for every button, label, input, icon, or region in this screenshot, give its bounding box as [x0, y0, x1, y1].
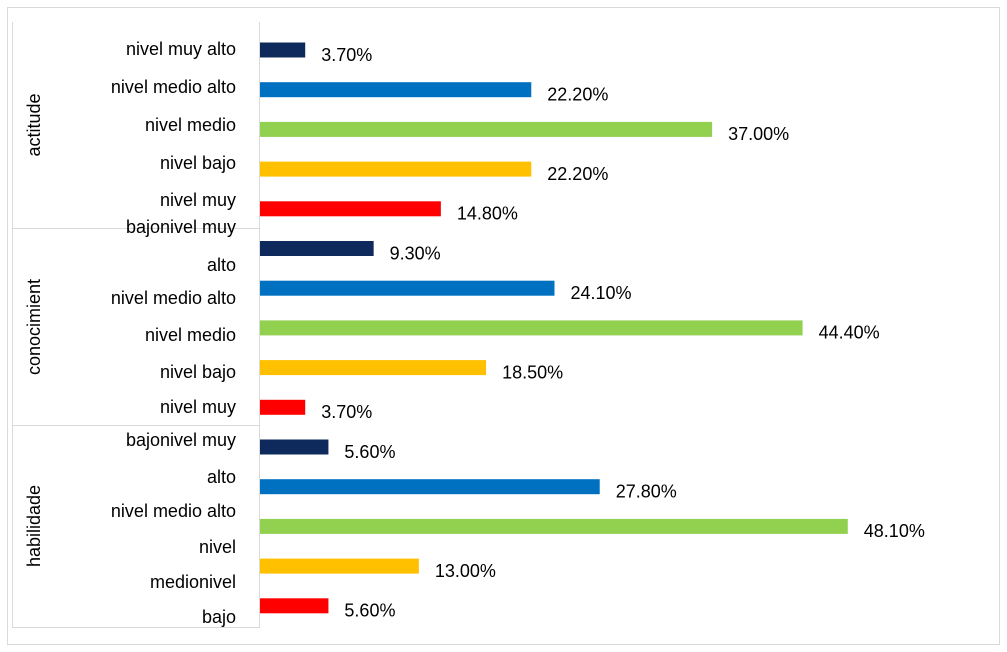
bar	[260, 241, 374, 256]
category-label: nivel muy alto	[126, 39, 236, 59]
category-label: bajonivel muy	[126, 430, 236, 450]
value-label: 22.20%	[547, 84, 608, 104]
category-label: nivel medio	[145, 115, 236, 135]
value-label: 3.70%	[321, 402, 372, 422]
group-label: conocimient	[24, 279, 44, 375]
value-label: 48.10%	[864, 521, 925, 541]
value-label: 13.00%	[435, 561, 496, 581]
bar	[260, 399, 306, 415]
bar	[260, 82, 532, 98]
bar	[260, 161, 532, 177]
value-label: 18.50%	[502, 362, 563, 382]
value-label: 37.00%	[728, 124, 789, 144]
bar	[260, 280, 555, 296]
bar	[260, 201, 441, 217]
bar	[260, 558, 419, 574]
category-label: alto	[207, 255, 236, 275]
bar	[260, 439, 329, 455]
category-label: nivel muy	[160, 190, 236, 210]
category-label: bajonivel muy	[126, 217, 236, 237]
value-label: 27.80%	[616, 481, 677, 501]
value-label: 5.60%	[344, 442, 395, 462]
value-label: 22.20%	[547, 164, 608, 184]
category-label: nivel muy	[160, 397, 236, 417]
category-label: nivel medio alto	[111, 77, 236, 97]
category-label: nivel	[199, 537, 236, 557]
category-label: medionivel	[150, 572, 236, 592]
category-label: nivel bajo	[160, 153, 236, 173]
group-label: habilidade	[24, 485, 44, 567]
category-label: nivel medio alto	[111, 288, 236, 308]
value-label: 14.80%	[457, 204, 518, 224]
category-label: bajo	[202, 607, 236, 627]
bar	[260, 479, 600, 495]
bar	[260, 320, 803, 336]
category-label: nivel medio alto	[111, 501, 236, 521]
bar	[260, 598, 329, 614]
category-label: alto	[207, 467, 236, 487]
value-label: 44.40%	[819, 323, 880, 343]
category-label: nivel medio	[145, 325, 236, 345]
value-label: 5.60%	[344, 601, 395, 621]
category-label: nivel bajo	[160, 362, 236, 382]
group-label: actitude	[24, 93, 44, 156]
category-labels: nivel muy alto nivel medio alto nivel medi…	[111, 39, 236, 627]
value-label: 9.30%	[390, 243, 441, 263]
value-label: 3.70%	[321, 45, 372, 65]
bar	[260, 121, 713, 137]
bar	[260, 518, 848, 534]
bar	[260, 360, 487, 376]
value-label: 24.10%	[571, 283, 632, 303]
bar	[260, 42, 306, 58]
